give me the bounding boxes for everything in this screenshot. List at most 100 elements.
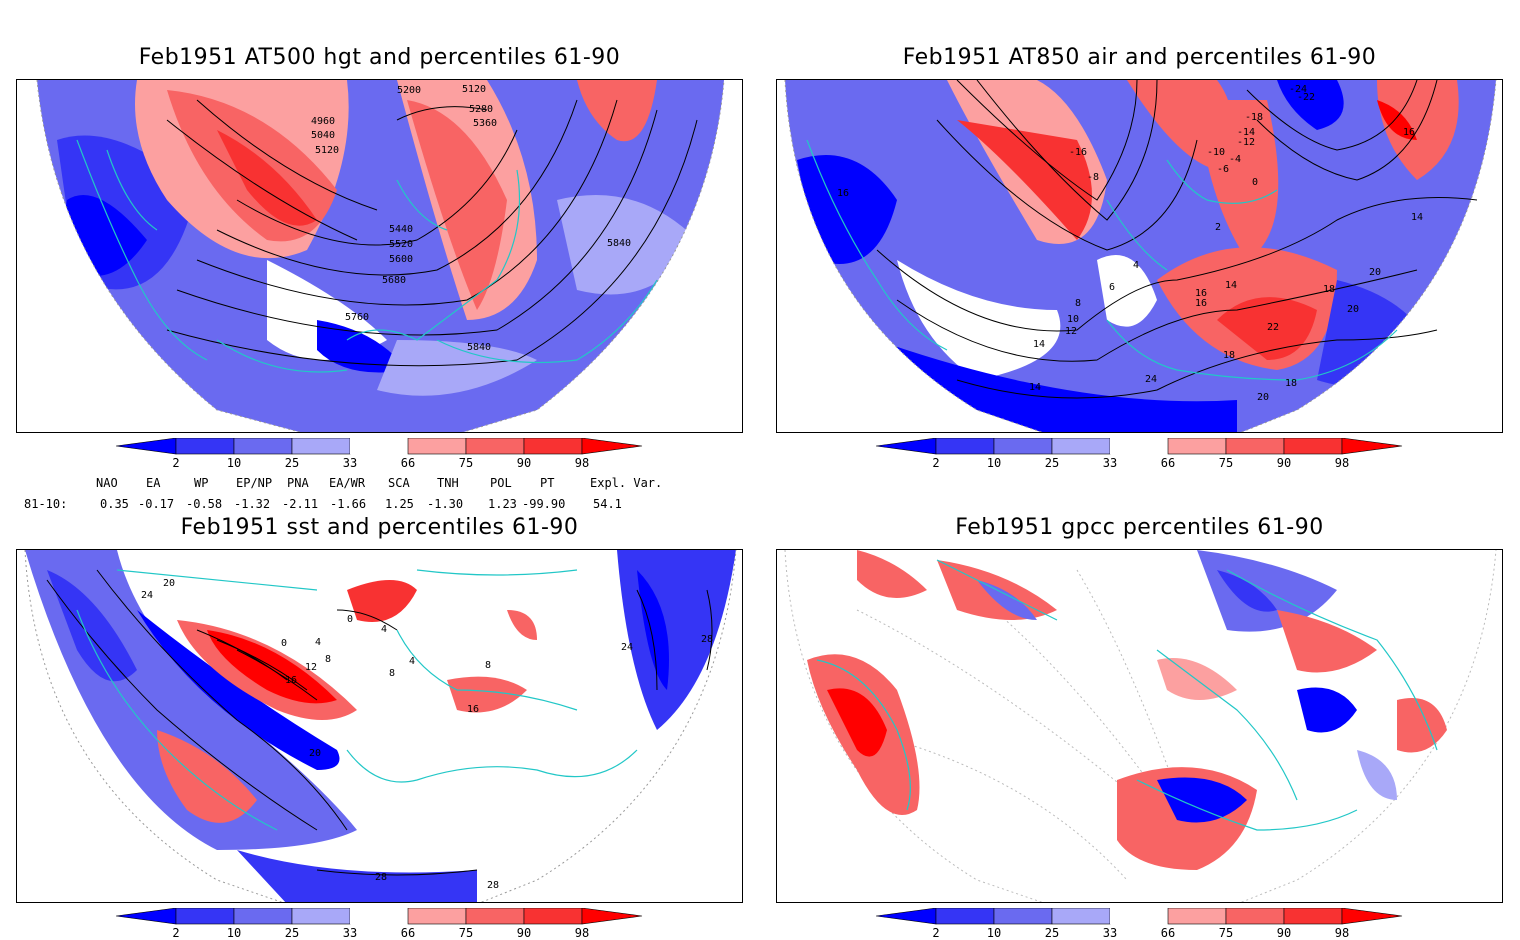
sst-contour-label: 8 bbox=[389, 668, 395, 679]
air-contour-label: 14 bbox=[1033, 339, 1045, 350]
colorbar-tick: 33 bbox=[343, 456, 357, 470]
air-contour-label: 18 bbox=[1223, 350, 1235, 361]
sst-contour-label: 12 bbox=[305, 662, 317, 673]
air-contour-label: 8 bbox=[1075, 298, 1081, 309]
colorbar-tick: 10 bbox=[987, 926, 1001, 940]
air-contour-label: -6 bbox=[1217, 164, 1229, 175]
air-contour-label: -4 bbox=[1229, 154, 1241, 165]
air-contour-label: 20 bbox=[1257, 392, 1269, 403]
air-contour-label: 18 bbox=[1323, 284, 1335, 295]
index-row-label: 81-10: bbox=[24, 497, 68, 511]
air-contour-label: -24 bbox=[1289, 84, 1307, 95]
colorbar-tick: 98 bbox=[575, 926, 589, 940]
sst-contour-label: 28 bbox=[487, 880, 499, 891]
sst-contour-label: 16 bbox=[285, 675, 297, 686]
air-contour-label: 20 bbox=[1347, 304, 1359, 315]
air-contour-label: -18 bbox=[1245, 112, 1263, 123]
colorbar-tick: 75 bbox=[459, 456, 473, 470]
panel-title-air: Feb1951 AT850 air and percentiles 61-90 bbox=[902, 45, 1377, 70]
hgt-contour-label: 5760 bbox=[345, 312, 369, 323]
index-value-wp: -0.58 bbox=[186, 497, 223, 511]
air-contour-label: 2 bbox=[1215, 222, 1221, 233]
air-contour-label: -22 bbox=[1297, 92, 1315, 103]
index-value-tnh: -1.30 bbox=[427, 497, 464, 511]
index-value-nao: 0.35 bbox=[100, 497, 129, 511]
colorbar-tick: 98 bbox=[1335, 456, 1349, 470]
air-contour-label: -10 bbox=[1207, 147, 1225, 158]
colorbar-tick: 2 bbox=[932, 456, 939, 470]
air-contour-label: 6 bbox=[1109, 282, 1115, 293]
air-contour-label: 16 bbox=[1195, 288, 1207, 299]
air-contour-label: 14 bbox=[1411, 212, 1423, 223]
index-value-sca: 1.25 bbox=[385, 497, 414, 511]
colorbar-tick: 10 bbox=[227, 926, 241, 940]
index-value-pol: 1.23 bbox=[488, 497, 517, 511]
sst-contour-label: 4 bbox=[409, 656, 415, 667]
colorbar-tick: 33 bbox=[1103, 926, 1117, 940]
colorbar-tick: 75 bbox=[1219, 926, 1233, 940]
colorbar-tick: 33 bbox=[1103, 456, 1117, 470]
sst-contour-label: 4 bbox=[381, 624, 387, 635]
colorbar-tick: 66 bbox=[401, 456, 415, 470]
sst-contour-label: 24 bbox=[621, 642, 633, 653]
colorbar-tick: 98 bbox=[1335, 926, 1349, 940]
sst-contour-label: 0 bbox=[281, 638, 287, 649]
index-value-ea: -0.17 bbox=[138, 497, 175, 511]
air-contour-label: -14 bbox=[1237, 127, 1255, 138]
sst-contour-label: 28 bbox=[701, 634, 713, 645]
index-header-eawr: EA/WR bbox=[329, 476, 366, 490]
air-contour-label: 20 bbox=[1369, 267, 1381, 278]
colorbar-tick: 25 bbox=[1045, 456, 1059, 470]
air-contour-label: 14 bbox=[1225, 280, 1237, 291]
index-header-epnp: EP/NP bbox=[236, 476, 273, 490]
index-header-pna: PNA bbox=[287, 476, 309, 490]
colorbar-tick: 25 bbox=[1045, 926, 1059, 940]
index-header-pol: POL bbox=[490, 476, 512, 490]
panel-title-gpcc: Feb1951 gpcc percentiles 61-90 bbox=[955, 515, 1324, 540]
colorbar-tick: 25 bbox=[285, 926, 299, 940]
index-header-explvar: Expl. Var. bbox=[590, 476, 663, 490]
colorbar-tick: 10 bbox=[227, 456, 241, 470]
hgt-contour-label: 5840 bbox=[467, 342, 491, 353]
air-contour-label: 4 bbox=[1133, 260, 1139, 271]
hgt-contour-label: 5600 bbox=[389, 254, 413, 265]
colorbar-tick: 90 bbox=[517, 456, 531, 470]
air-contour-label: -8 bbox=[1087, 172, 1099, 183]
sst-contour-label: 16 bbox=[467, 704, 479, 715]
index-value-pna: -2.11 bbox=[282, 497, 319, 511]
colorbar-tick: 90 bbox=[1277, 926, 1291, 940]
air-contour-label: -16 bbox=[1069, 147, 1087, 158]
sst-contour-label: 20 bbox=[163, 578, 175, 589]
hgt-contour-label: 5680 bbox=[382, 275, 406, 286]
colorbar-tick: 2 bbox=[932, 926, 939, 940]
sst-contour-label: 28 bbox=[375, 872, 387, 883]
index-value-eawr: -1.66 bbox=[330, 497, 367, 511]
colorbar-tick: 10 bbox=[987, 456, 1001, 470]
colorbar-tick: 2 bbox=[172, 926, 179, 940]
air-contour-label: 16 bbox=[1403, 127, 1415, 138]
map-air: -24 -22 -18 -16 -14 -12 -10 -8 -6 -4 0 2… bbox=[776, 79, 1503, 433]
colorbar-tick: 90 bbox=[1277, 456, 1291, 470]
colorbar-tick: 66 bbox=[1161, 456, 1175, 470]
colorbar-top-left: 2 10 25 33 66 75 90 98 bbox=[116, 438, 643, 470]
index-value-explvar: 54.1 bbox=[593, 497, 622, 511]
index-header-pt: PT bbox=[540, 476, 555, 490]
air-contour-label: 14 bbox=[1029, 382, 1041, 393]
index-header-ea: EA bbox=[146, 476, 161, 490]
air-contour-label: 10 bbox=[1067, 314, 1079, 325]
colorbar-tick: 75 bbox=[1219, 456, 1233, 470]
hgt-contour-label: 5120 bbox=[462, 84, 486, 95]
sst-contour-label: 24 bbox=[141, 590, 153, 601]
hgt-contour-label: 5040 bbox=[311, 130, 335, 141]
panel-title-sst: Feb1951 sst and percentiles 61-90 bbox=[180, 515, 579, 540]
index-header-nao: NAO bbox=[96, 476, 118, 490]
hgt-contour-label: 5840 bbox=[607, 238, 631, 249]
panel-title-hgt: Feb1951 AT500 hgt and percentiles 61-90 bbox=[138, 45, 621, 70]
map-hgt: 5120 5200 4960 5040 5120 5280 5360 5440 … bbox=[16, 79, 743, 433]
air-contour-label: 22 bbox=[1267, 322, 1279, 333]
map-sst: 24 20 0 4 8 12 16 20 0 4 8 4 8 16 24 28 … bbox=[16, 549, 743, 903]
air-contour-label: 12 bbox=[1065, 326, 1077, 337]
sst-contour-label: 8 bbox=[325, 654, 331, 665]
hgt-contour-label: 5120 bbox=[315, 145, 339, 156]
hgt-contour-label: 5440 bbox=[389, 224, 413, 235]
